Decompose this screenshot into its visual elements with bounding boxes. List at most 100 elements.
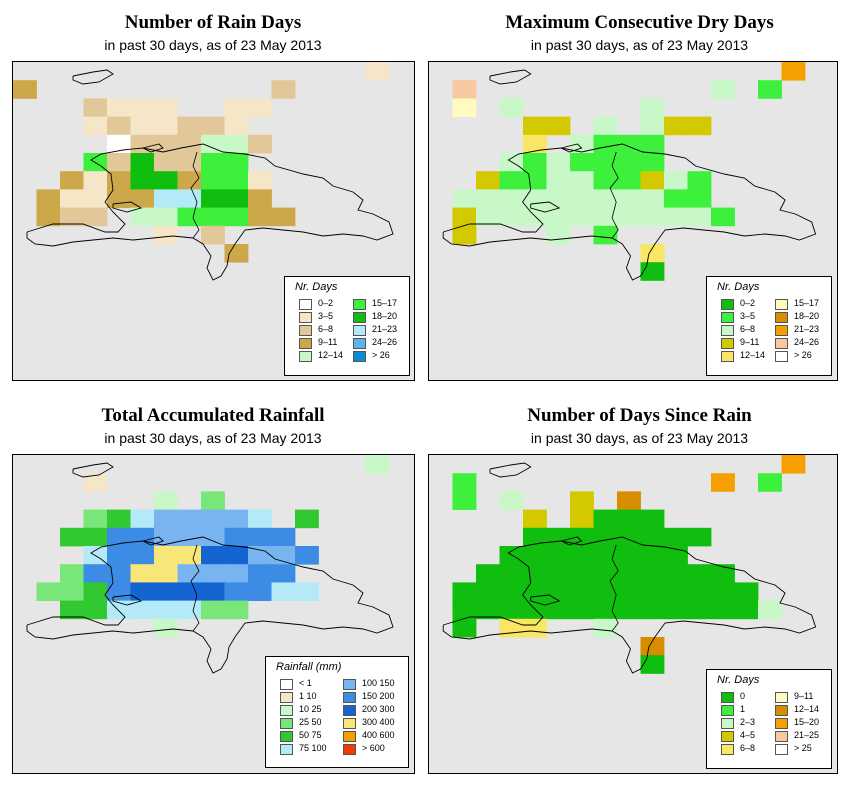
grid-cell — [130, 116, 155, 136]
map-cells — [36, 455, 390, 638]
panel-subtitle: in past 30 days, as of 23 May 2013 — [530, 430, 749, 446]
grid-cell — [711, 473, 735, 492]
legend-swatch — [775, 705, 788, 716]
grid-cell — [523, 189, 547, 208]
map-legend: Nr. Days 0–2 3–5 6–8 9–11 12–14 15–17 18–20 21–… — [706, 276, 832, 376]
grid-cell — [546, 153, 571, 172]
map-dry-days[interactable]: Nr. Days 0–2 3–5 6–8 9–11 12–14 15–17 18–20 21–… — [428, 61, 838, 381]
border-line — [609, 151, 619, 239]
grid-cell — [546, 564, 571, 583]
grid-cell — [593, 189, 618, 208]
grid-cell — [83, 527, 108, 547]
grid-cell — [107, 527, 131, 547]
grid-cell — [248, 134, 272, 154]
grid-cell — [523, 582, 547, 601]
grid-cell — [224, 153, 249, 172]
map-rain-days[interactable]: Nr. Days 0–2 3–5 6–8 9–11 12–14 15–17 18–20 21–… — [12, 61, 415, 381]
legend-swatch — [343, 679, 356, 690]
grid-cell — [36, 189, 61, 208]
grid-cell — [248, 509, 272, 529]
grid-cell — [177, 207, 202, 227]
grid-cell — [640, 171, 665, 190]
grid-cell — [758, 473, 782, 492]
grid-cell — [640, 98, 665, 117]
grid-cell — [177, 582, 202, 601]
grid-cell — [452, 582, 477, 601]
grid-cell — [201, 546, 225, 565]
grid-cell — [570, 153, 594, 172]
grid-cell — [593, 509, 618, 529]
grid-cell — [177, 509, 202, 529]
legend-swatch — [775, 312, 788, 323]
grid-cell — [107, 546, 131, 565]
map-legend: Nr. Days 0–2 3–5 6–8 9–11 12–14 15–17 18–20 21–… — [284, 276, 410, 376]
grid-cell — [130, 564, 155, 583]
grid-cell — [687, 171, 712, 190]
legend-label: 9–11 — [318, 337, 338, 347]
grid-cell — [452, 618, 477, 638]
grid-cell — [271, 80, 296, 99]
grid-cell — [546, 546, 571, 565]
grid-cell — [546, 116, 571, 136]
legend-swatch — [353, 351, 366, 362]
grid-cell — [617, 509, 641, 529]
legend-label: 18–20 — [794, 311, 820, 321]
panel-rainfall: Total Accumulated Rainfall in past 30 da… — [0, 393, 426, 793]
grid-cell — [201, 564, 225, 583]
grid-cell — [154, 189, 178, 208]
map-legend: Rainfall (mm) < 1 1 10 10 25 25 50 50 75 75 1… — [265, 656, 409, 768]
panel-title: Total Accumulated Rainfall — [101, 405, 325, 426]
grid-cell — [201, 134, 225, 154]
grid-cell — [130, 600, 155, 620]
legend-label: 300 400 — [362, 717, 395, 727]
grid-cell — [452, 80, 477, 99]
grid-cell — [248, 582, 272, 601]
grid-cell — [617, 171, 641, 190]
grid-cell — [224, 244, 249, 263]
panel-since-rain: Number of Days Since Rain in past 30 day… — [426, 393, 853, 793]
grid-cell — [640, 116, 665, 136]
grid-cell — [546, 600, 571, 620]
grid-cell — [201, 509, 225, 529]
grid-cell — [248, 527, 272, 547]
legend-swatch — [343, 705, 356, 716]
legend-swatch — [299, 351, 312, 362]
map-rainfall[interactable]: Rainfall (mm) < 1 1 10 10 25 25 50 50 75 75 1… — [12, 454, 415, 774]
grid-cell — [201, 153, 225, 172]
coastline-hispaniola — [26, 143, 394, 281]
coastline-island — [561, 143, 583, 153]
grid-cell — [107, 189, 131, 208]
legend-swatch — [775, 351, 788, 362]
grid-cell — [640, 153, 665, 172]
grid-cell — [593, 171, 618, 190]
legend-label: 25 50 — [299, 717, 322, 727]
grid-cell — [452, 98, 477, 117]
coastline-island — [561, 536, 583, 546]
grid-cell — [154, 98, 178, 117]
legend-title: Nr. Days — [717, 281, 760, 293]
grid-cell — [130, 546, 155, 565]
grid-cell — [499, 600, 524, 620]
grid-cell — [476, 582, 500, 601]
legend-swatch — [775, 299, 788, 310]
grid-cell — [593, 207, 618, 227]
grid-cell — [248, 207, 272, 227]
grid-cell — [617, 189, 641, 208]
legend-label: 15–17 — [372, 298, 398, 308]
panel-title: Maximum Consecutive Dry Days — [505, 12, 774, 33]
grid-cell — [154, 116, 178, 136]
grid-cell — [452, 600, 477, 620]
grid-cell — [570, 546, 594, 565]
grid-cell — [523, 546, 547, 565]
grid-cell — [593, 564, 618, 583]
grid-cell — [130, 582, 155, 601]
grid-cell — [224, 207, 249, 227]
map-since-rain[interactable]: Nr. Days 0 1 2–3 4–5 6–8 9–11 12–14 15–20 21–25 >… — [428, 454, 838, 774]
grid-cell — [664, 189, 688, 208]
grid-cell — [154, 582, 178, 601]
legend-label: 12–14 — [740, 350, 766, 360]
grid-cell — [593, 618, 618, 638]
grid-cell — [107, 509, 131, 529]
grid-cell — [452, 491, 477, 510]
grid-cell — [224, 98, 249, 117]
